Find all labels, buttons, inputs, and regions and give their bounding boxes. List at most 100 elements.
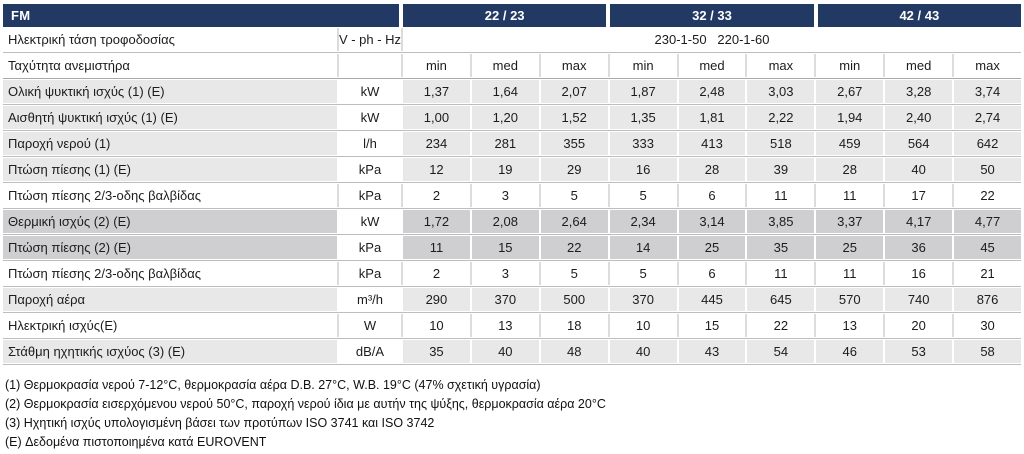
value-cell: 11 [747, 262, 815, 285]
value-cell: 1,20 [471, 106, 539, 129]
table-row: Αισθητή ψυκτική ισχύς (1) (E) kW 1,00 1,20 1… [3, 105, 1021, 131]
value-cell: 40 [471, 340, 539, 363]
unit-cell: W [339, 314, 401, 337]
row-label: Ηλεκτρική τάση τροφοδοσίας [3, 28, 337, 51]
unit-cell: l/h [363, 136, 377, 151]
value-cell: 1,94 [816, 106, 884, 129]
value-cell: 6 [678, 184, 746, 207]
value-cell: 3 [471, 262, 539, 285]
speed-cell: med [679, 54, 746, 77]
value-cell: 11 [816, 184, 884, 207]
value-cell: 40 [885, 158, 953, 181]
value-cell: 1,64 [471, 80, 539, 103]
value-cell: 39 [747, 158, 815, 181]
value-cell: 1,37 [403, 80, 470, 103]
value-cell: 43 [678, 340, 746, 363]
table-row: Πτώση πίεσης 2/3-οδης βαλβίδας kPa 2 3 5 5 6 11… [3, 261, 1021, 287]
value-cell: 290 [403, 288, 470, 311]
value-cell: 12 [403, 158, 470, 181]
value-cell: 333 [609, 132, 677, 155]
value-cell: 18 [540, 314, 608, 337]
value-cell: 5 [540, 184, 608, 207]
value-cell: 740 [885, 288, 953, 311]
unit-cell: kW [360, 84, 380, 99]
value-cell: 4,77 [954, 210, 1021, 233]
value-cell: 45 [954, 236, 1021, 259]
value-cell: 570 [816, 288, 884, 311]
value-cell: 14 [609, 236, 677, 259]
value-cell: 22 [747, 314, 815, 337]
unit-cell: m³/h [357, 292, 383, 307]
footnote-line: (1) Θερμοκρασία νερού 7-12°C, θερμοκρασί… [5, 378, 541, 392]
group-band: 42 / 43 [817, 4, 1021, 27]
value-cell: 29 [540, 158, 608, 181]
speed-cell: med [472, 54, 539, 77]
row-label: Πτώση πίεσης 2/3-οδης βαλβίδας [3, 184, 337, 207]
row-label: Ηλεκτρική ισχύς(E) [3, 314, 337, 337]
value-cell: 2,07 [540, 80, 608, 103]
unit-cell: dB/A [355, 344, 385, 359]
value-cell: 355 [540, 132, 608, 155]
value-cell: 22 [954, 184, 1021, 207]
value-cell: 459 [816, 132, 884, 155]
value-cell: 370 [471, 288, 539, 311]
value-cell: 3 [471, 184, 539, 207]
value-cell: 54 [747, 340, 815, 363]
value-cell: 13 [471, 314, 539, 337]
unit-cell: kPa [358, 162, 382, 177]
row-label: Ταχύτητα ανεμιστήρα [3, 54, 337, 77]
speed-cell: med [885, 54, 952, 77]
value-cell: 11 [403, 236, 470, 259]
row-label: Πτώση πίεσης (2) (E) [3, 236, 337, 259]
footnote-line: (E) Δεδομένα πιστοποιημένα κατά EUROVENT [5, 435, 267, 449]
speed-cell: min [610, 54, 677, 77]
speed-cell: min [403, 54, 470, 77]
value-cell: 2,22 [747, 106, 815, 129]
value-cell: 564 [885, 132, 953, 155]
value-cell: 22 [540, 236, 608, 259]
value-cell: 17 [885, 184, 953, 207]
unit-cell: V - ph - Hz [339, 28, 401, 51]
model-header-band: FM [3, 4, 399, 27]
table-row: Παροχή αέρα m³/h 290 370 500 370 445 645 570 740 8… [3, 287, 1021, 313]
group-band: 32 / 33 [610, 4, 814, 27]
value-cell: 11 [747, 184, 815, 207]
value-cell: 5 [609, 184, 677, 207]
value-cell: 2 [403, 262, 470, 285]
value-cell: 48 [540, 340, 608, 363]
value-cell: 1,35 [609, 106, 677, 129]
value-cell: 3,14 [678, 210, 746, 233]
value-cell: 445 [678, 288, 746, 311]
row-label: Πτώση πίεσης (1) (E) [3, 158, 337, 181]
value-cell: 6 [678, 262, 746, 285]
group-band: 22 / 23 [403, 4, 607, 27]
table-row: Στάθμη ηχητικής ισχύος (3) (E) dB/A 35 40 48… [3, 339, 1021, 365]
value-cell: 1,87 [609, 80, 677, 103]
value-cell: 53 [885, 340, 953, 363]
unit-cell: kPa [358, 240, 382, 255]
value-cell: 2,48 [678, 80, 746, 103]
voltage-value: 230-1-50 220-1-60 [403, 28, 1021, 51]
value-cell: 500 [540, 288, 608, 311]
value-cell: 2,40 [885, 106, 953, 129]
speed-cell: max [541, 54, 608, 77]
row-label: Παροχή αέρα [3, 288, 337, 311]
value-cell: 35 [747, 236, 815, 259]
value-cell: 3,37 [816, 210, 884, 233]
value-cell: 36 [885, 236, 953, 259]
row-label: Πτώση πίεσης 2/3-οδης βαλβίδας [3, 262, 337, 285]
row-label: Παροχή νερού (1) [3, 132, 337, 155]
value-cell: 5 [540, 262, 608, 285]
speed-cell: min [816, 54, 883, 77]
fan-speed-row: Ταχύτητα ανεμιστήρα min med max min med max mi… [3, 53, 1021, 79]
value-cell: 1,00 [403, 106, 470, 129]
value-cell: 370 [609, 288, 677, 311]
table-row: Πτώση πίεσης (1) (E) kPa 12 19 29 16 28 39 28 40 5… [3, 157, 1021, 183]
value-cell: 2,64 [540, 210, 608, 233]
value-cell: 13 [816, 314, 884, 337]
value-cell: 234 [403, 132, 470, 155]
value-cell: 645 [747, 288, 815, 311]
value-cell: 413 [678, 132, 746, 155]
voltage-row: Ηλεκτρική τάση τροφοδοσίας V - ph - Hz 2… [3, 27, 1021, 53]
unit-cell: kPa [339, 184, 401, 207]
